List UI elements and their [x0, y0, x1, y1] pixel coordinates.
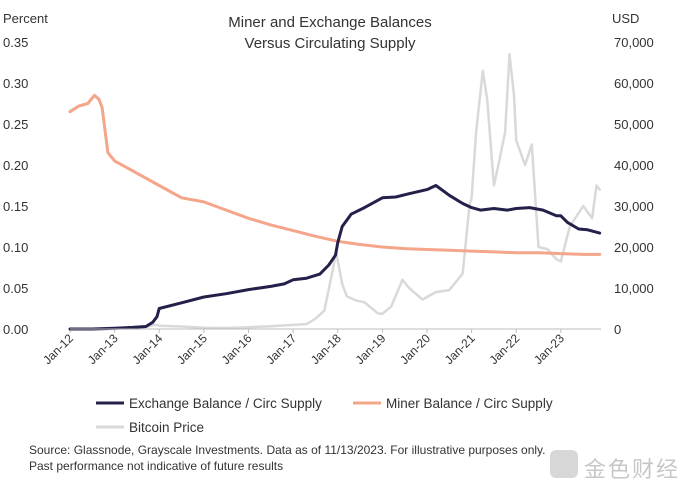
- right-tick-label: 40,000: [614, 158, 654, 173]
- x-tick-label: Jan-13: [85, 331, 121, 367]
- x-tick-label: Jan-21: [442, 331, 478, 367]
- left-tick-label: 0.00: [3, 322, 28, 337]
- watermark: 金色财经: [548, 448, 688, 483]
- source-line-2: Past performance not indicative of futur…: [29, 459, 284, 473]
- x-tick-label: Jan-22: [486, 331, 522, 367]
- series-layer: [68, 53, 602, 331]
- right-tick-label: 60,000: [614, 76, 654, 91]
- x-tick-label: Jan-18: [308, 331, 344, 367]
- x-tick-label: Jan-15: [174, 331, 210, 367]
- miner-balance-line: [68, 93, 602, 256]
- left-axis-unit: Percent: [3, 11, 48, 26]
- right-axis-unit: USD: [612, 11, 639, 26]
- right-tick-label: 0: [614, 322, 621, 337]
- chart-title-line-2: Versus Circulating Supply: [245, 35, 416, 52]
- left-tick-label: 0.20: [3, 158, 28, 173]
- x-tick-label: Jan-19: [353, 331, 389, 367]
- chart-svg: Miner and Exchange Balances Versus Circu…: [3, 11, 654, 435]
- chart-title-line-1: Miner and Exchange Balances: [228, 14, 431, 31]
- legend-label-exchange: Exchange Balance / Circ Supply: [129, 396, 322, 411]
- source-line-1: Source: Glassnode, Grayscale Investments…: [29, 443, 546, 457]
- x-tick-label: Jan-14: [130, 331, 166, 367]
- exchange-balance-line: [68, 184, 602, 331]
- left-tick-label: 0.05: [3, 281, 28, 296]
- right-tick-label: 10,000: [614, 281, 654, 296]
- right-tick-label: 70,000: [614, 35, 654, 50]
- legend-label-miner: Miner Balance / Circ Supply: [386, 396, 553, 411]
- legend: Exchange Balance / Circ Supply Miner Bal…: [96, 396, 553, 435]
- watermark-text: 金色财经: [584, 458, 681, 483]
- x-tick-label: Jan-16: [219, 331, 255, 367]
- left-tick-label: 0.10: [3, 240, 28, 255]
- x-tick-label: Jan-20: [397, 331, 433, 367]
- x-tick-label: Jan-17: [263, 331, 299, 367]
- left-tick-label: 0.35: [3, 35, 28, 50]
- x-tick-label: Jan-12: [40, 331, 76, 367]
- legend-label-bitcoin: Bitcoin Price: [129, 420, 204, 435]
- left-tick-label: 0.25: [3, 117, 28, 132]
- right-tick-label: 20,000: [614, 240, 654, 255]
- source-note: Source: Glassnode, Grayscale Investments…: [29, 442, 629, 474]
- left-tick-label: 0.15: [3, 199, 28, 214]
- right-tick-label: 50,000: [614, 117, 654, 132]
- right-axis-ticks: 0 10,000 20,000 30,000 40,000 50,000 60,000 70,…: [614, 35, 654, 337]
- left-tick-label: 0.30: [3, 76, 28, 91]
- x-axis-ticks: Jan-12 Jan-13 Jan-14 Jan-15 Jan-16 Jan-17 Jan-…: [40, 329, 567, 367]
- jinse-logo-icon: [550, 450, 578, 478]
- bitcoin-price-line: [68, 53, 601, 331]
- x-tick-label: Jan-23: [531, 331, 567, 367]
- left-axis-ticks: 0.00 0.05 0.10 0.15 0.20 0.25 0.30 0.35: [3, 35, 28, 337]
- right-tick-label: 30,000: [614, 199, 654, 214]
